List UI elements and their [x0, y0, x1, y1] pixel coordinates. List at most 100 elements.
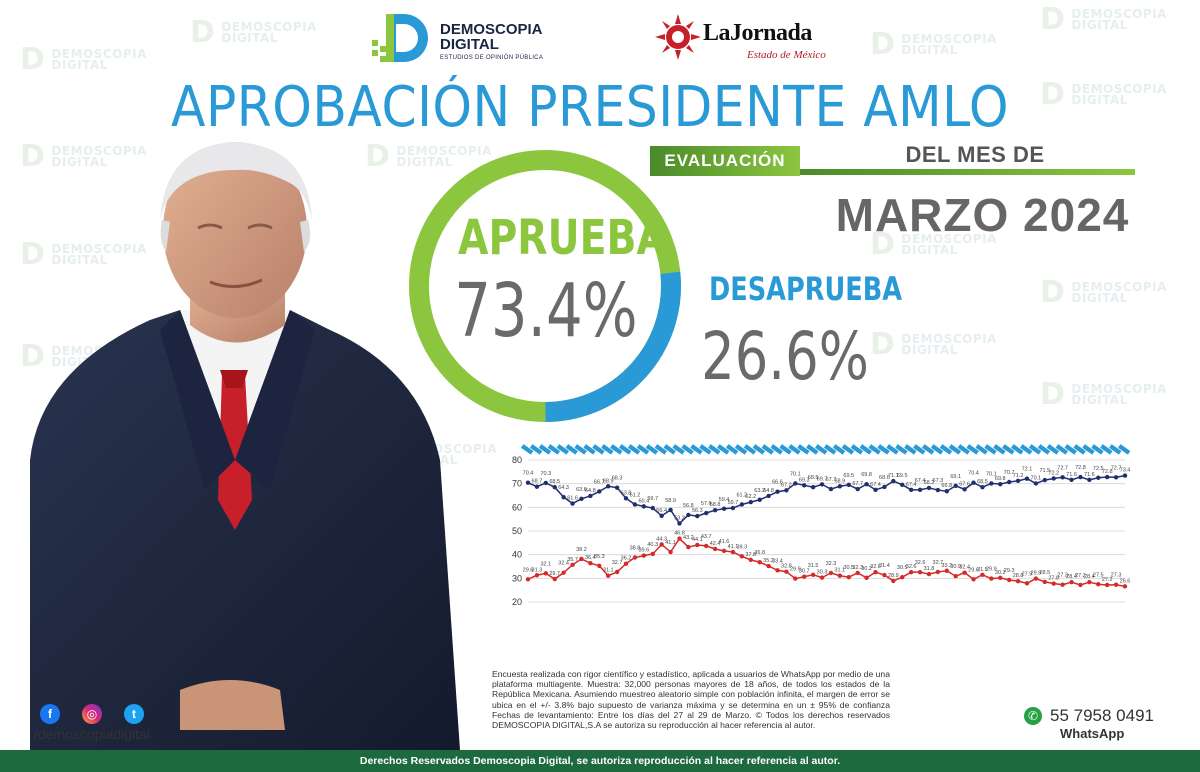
disapprove-point	[1051, 581, 1056, 586]
disapprove-point	[668, 549, 673, 555]
approve-value-label: 64.8	[585, 488, 596, 494]
approve-point	[757, 497, 762, 502]
disapprove-point	[855, 570, 860, 576]
approve-point	[543, 480, 549, 486]
x-tick-mark	[725, 444, 739, 455]
disapprove-point	[810, 572, 816, 577]
approve-value-label: 70.3	[540, 471, 551, 477]
disapprove-value-label: 31.8	[924, 566, 935, 572]
disapprove-value-label: 33.4	[772, 558, 783, 564]
disapprove-point	[739, 554, 745, 559]
x-tick-mark	[984, 444, 997, 455]
disapprove-point	[677, 536, 682, 541]
approve-value-label: 69.5	[897, 473, 908, 479]
disapprove-series-labels: 29.631.332.129.732.435.738.236.435.331.1…	[523, 531, 1131, 585]
x-tick-mark	[1073, 444, 1086, 455]
facebook-icon[interactable]: f	[40, 704, 60, 724]
disapprove-value-label: 29.6	[968, 567, 979, 573]
disapprove-value-label: 32.1	[540, 561, 551, 567]
disapprove-point	[864, 575, 869, 581]
social-links: f ◎ t	[40, 704, 144, 724]
disapprove-value-label: 31.4	[879, 563, 890, 569]
x-tick-mark	[574, 444, 587, 455]
social-handle[interactable]: /demoscopiadigital	[34, 726, 150, 742]
evaluation-badge	[650, 146, 800, 176]
approve-point	[882, 484, 887, 490]
approve-point	[917, 487, 923, 493]
approve-value-label: 71.2	[1013, 473, 1024, 479]
disapprove-point	[730, 549, 736, 555]
approve-point	[623, 496, 629, 501]
disapprove-point	[882, 572, 887, 578]
disapprove-point	[828, 570, 834, 576]
approve-point	[1015, 478, 1021, 484]
disapprove-point	[837, 573, 843, 578]
approve-point	[579, 496, 584, 502]
disapprove-value-label: 32.7	[933, 560, 944, 566]
disapprove-value-label: 29.9	[790, 567, 801, 573]
x-tick-mark	[717, 444, 730, 455]
disapprove-value-label: 27.3	[1111, 573, 1122, 579]
disapprove-point	[989, 576, 994, 581]
disapprove-value-label: 41.1	[728, 544, 739, 550]
disapprove-point	[917, 569, 923, 575]
twitter-icon[interactable]: t	[124, 704, 144, 724]
approve-value-label: 72.8	[1102, 469, 1113, 475]
x-tick-mark	[806, 444, 819, 455]
disapprove-point	[525, 577, 531, 582]
approve-value-label: 68.6	[879, 475, 890, 481]
approve-point	[739, 502, 745, 507]
x-tick-mark	[1046, 444, 1060, 455]
approve-value-label: 69.8	[995, 476, 1006, 482]
approve-point	[802, 483, 807, 488]
approve-point	[1113, 475, 1119, 480]
x-tick-mark	[565, 444, 578, 455]
approve-value-label: 61.2	[736, 492, 747, 498]
approve-series-points	[525, 473, 1128, 526]
approve-value-label: 68.2	[924, 480, 935, 486]
disapprove-point	[686, 544, 691, 550]
disapprove-point	[998, 575, 1003, 581]
disapprove-value-label: 28.4	[1084, 574, 1095, 580]
disapprove-point	[793, 576, 798, 581]
approve-value-label: 63.2	[754, 488, 765, 494]
disapprove-point	[641, 553, 647, 558]
disapprove-value-label: 27.3	[1057, 573, 1068, 579]
approve-point	[1104, 474, 1110, 480]
disapprove-value-label: 29.9	[1031, 571, 1042, 577]
x-tick-mark	[547, 444, 561, 455]
disapprove-point	[1042, 579, 1048, 585]
approve-value-label: 57.6	[701, 501, 712, 507]
x-tick-mark	[939, 444, 953, 455]
disapprove-point	[650, 551, 655, 557]
disapprove-value-label: 31.5	[977, 567, 988, 573]
approve-value-label: 72.8	[1075, 465, 1086, 471]
approve-value-label: 59.7	[647, 496, 658, 502]
disapprove-value-label: 30.7	[799, 569, 810, 575]
approve-value-label: 66.8	[941, 483, 952, 489]
approve-point	[721, 506, 727, 511]
x-tick-mark	[913, 444, 926, 455]
x-tick-mark	[529, 444, 543, 455]
disapprove-value-label: 37.8	[745, 552, 756, 558]
approve-value-label: 63.8	[621, 490, 632, 496]
disapprove-point	[1104, 582, 1110, 588]
approve-point	[704, 510, 709, 516]
approve-value-label: 66.6	[772, 480, 783, 486]
disapprove-value-label: 35.2	[763, 558, 774, 564]
x-tick-mark	[1100, 444, 1113, 455]
instagram-icon[interactable]: ◎	[82, 704, 102, 724]
x-tick-mark	[1118, 444, 1131, 455]
disapprove-value-label: 30.3	[817, 570, 828, 576]
approve-point	[846, 482, 851, 488]
approve-point	[837, 484, 843, 489]
whatsapp-contact[interactable]: ✆ 55 7958 0491	[1024, 706, 1154, 726]
disapprove-point	[900, 574, 905, 580]
x-tick-mark	[610, 444, 623, 455]
x-tick-mark	[761, 444, 774, 455]
